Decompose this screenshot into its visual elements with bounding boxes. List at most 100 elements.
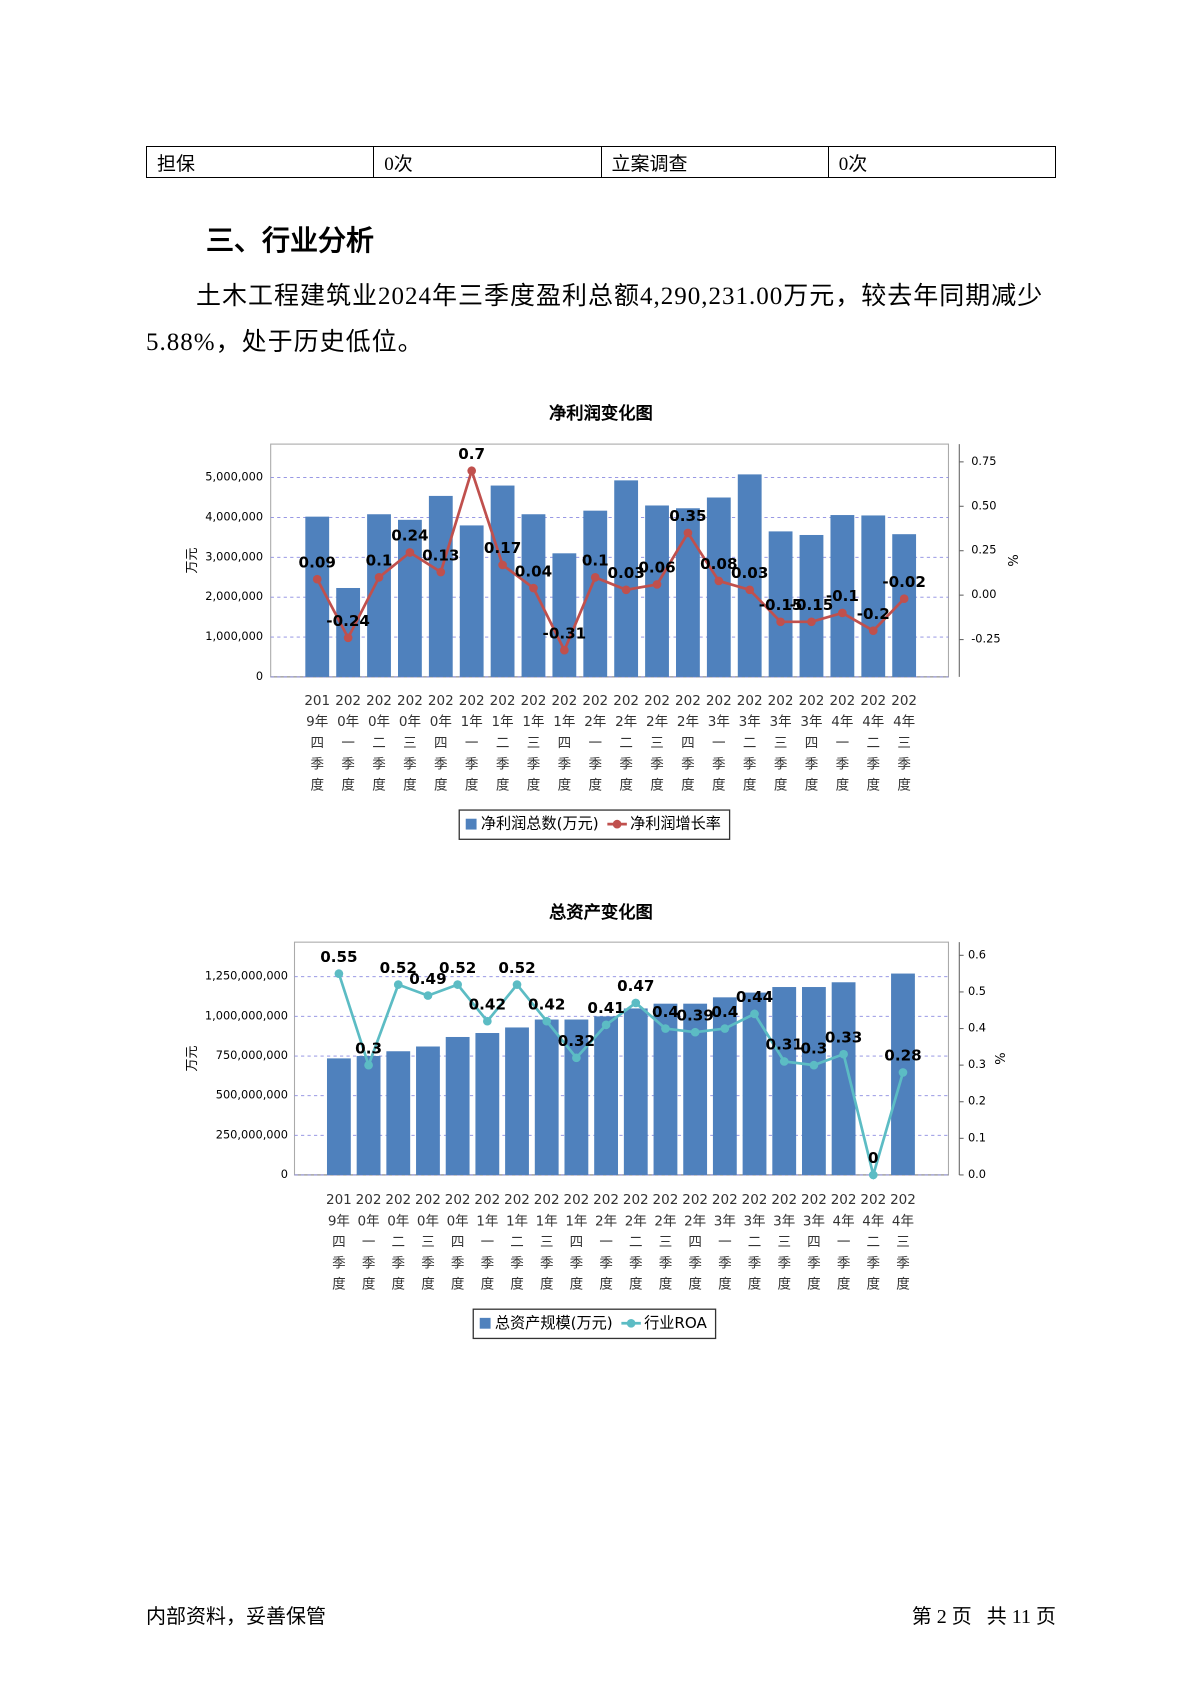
y-axis-label: 万元 bbox=[185, 1046, 200, 1072]
y2-tick-label: 0.3 bbox=[968, 1057, 986, 1071]
line-point bbox=[498, 560, 507, 570]
x-tick-label: 202 1年三季度 bbox=[521, 693, 547, 793]
line-point bbox=[898, 1068, 908, 1077]
y2-tick-label: 0.4 bbox=[968, 1021, 986, 1035]
data-label: 0.52 bbox=[380, 959, 417, 977]
bar bbox=[645, 505, 669, 677]
x-tick-label: 202 2年三季度 bbox=[653, 1192, 679, 1292]
bar bbox=[336, 587, 361, 677]
bar bbox=[505, 1027, 529, 1175]
bar bbox=[768, 531, 793, 677]
x-tick-label: 202 4年三季度 bbox=[891, 693, 917, 793]
footer-left: 内部资料，妥善保管 bbox=[146, 1606, 326, 1628]
line-point bbox=[364, 1060, 373, 1070]
section-heading: 三、行业分析 bbox=[206, 224, 375, 257]
line-point bbox=[839, 1049, 848, 1059]
table-cell: 0次 bbox=[827, 146, 1057, 178]
x-tick-label: 202 0年一季度 bbox=[335, 693, 361, 793]
data-label: 0.44 bbox=[736, 988, 773, 1006]
y2-axis-label: % bbox=[994, 1052, 1009, 1064]
line-point bbox=[560, 645, 569, 655]
data-label: -0.24 bbox=[326, 612, 370, 630]
legend-label: 净利润增长率 bbox=[630, 815, 721, 833]
x-tick-label: 202 3年三季度 bbox=[768, 693, 794, 793]
legend-swatch bbox=[612, 819, 622, 829]
x-tick-label: 202 3年一季度 bbox=[706, 693, 732, 793]
y-tick-label: 1,250,000,000 bbox=[205, 969, 288, 983]
y2-tick-label: 0.5 bbox=[968, 984, 986, 998]
x-tick-label: 202 0年四季度 bbox=[428, 693, 454, 793]
line-point bbox=[436, 567, 446, 577]
line-point bbox=[312, 574, 322, 584]
x-tick-label: 202 3年四季度 bbox=[801, 1192, 827, 1292]
x-tick-label: 202 1年四季度 bbox=[551, 693, 577, 793]
bar bbox=[861, 515, 886, 677]
chart-title: 净利润变化图 bbox=[549, 403, 653, 424]
data-label: 0.35 bbox=[669, 507, 706, 525]
line-point bbox=[779, 1057, 789, 1066]
bar bbox=[326, 1058, 351, 1175]
legend-swatch bbox=[465, 818, 477, 830]
x-tick-label: 202 2年四季度 bbox=[682, 1192, 708, 1292]
line-point bbox=[661, 1024, 670, 1033]
x-tick-label: 202 1年二季度 bbox=[504, 1192, 530, 1292]
line bbox=[316, 466, 906, 654]
line-point bbox=[542, 1016, 552, 1026]
data-label: 0.3 bbox=[355, 1039, 382, 1057]
data-label: 0.28 bbox=[884, 1047, 921, 1065]
bar bbox=[367, 514, 391, 677]
y-tick-label: 1,000,000 bbox=[205, 629, 263, 643]
data-label: 0.1 bbox=[366, 552, 393, 570]
data-label: 0 bbox=[868, 1149, 879, 1167]
line-point bbox=[405, 548, 415, 557]
bar bbox=[799, 534, 824, 677]
x-tick-label: 202 4年一季度 bbox=[829, 693, 855, 793]
y-tick-label: 4,000,000 bbox=[205, 509, 263, 523]
line-point bbox=[714, 576, 724, 586]
line-point bbox=[334, 969, 344, 978]
line bbox=[337, 973, 905, 1181]
line-point bbox=[683, 528, 693, 538]
y-tick-label: 3,000,000 bbox=[205, 549, 263, 563]
bar bbox=[564, 1019, 589, 1175]
line-point bbox=[483, 1016, 492, 1026]
x-tick-label: 202 2年一季度 bbox=[593, 1192, 619, 1292]
line-point bbox=[393, 980, 403, 989]
info-table: 担保 0次 立案调查 0次 bbox=[145, 146, 1057, 178]
line-point bbox=[750, 1009, 759, 1019]
bar bbox=[583, 510, 608, 677]
data-label: 0.41 bbox=[587, 999, 624, 1017]
y2-tick-label: 0.75 bbox=[971, 454, 996, 468]
bar bbox=[742, 992, 767, 1175]
data-label: 0.06 bbox=[638, 559, 675, 577]
bar bbox=[475, 1033, 500, 1175]
x-tick-label: 202 0年三季度 bbox=[415, 1192, 441, 1292]
legend-box bbox=[458, 809, 731, 840]
legend-swatch bbox=[479, 1317, 491, 1329]
footer-right: 第 2 页 共 11 页 bbox=[911, 1606, 1056, 1628]
y2-tick-label: 0.1 bbox=[968, 1130, 986, 1144]
bar bbox=[416, 1046, 440, 1175]
x-tick-label: 202 1年三季度 bbox=[534, 1192, 560, 1292]
x-tick-label: 202 3年三季度 bbox=[771, 1192, 797, 1292]
line-point bbox=[631, 998, 641, 1008]
data-label: -0.15 bbox=[759, 596, 803, 614]
y2-tick-label: 0.0 bbox=[968, 1167, 986, 1181]
bar bbox=[831, 982, 856, 1175]
x-tick-label: 202 1年一季度 bbox=[474, 1192, 500, 1292]
y2-tick-label: 0.00 bbox=[971, 587, 996, 601]
x-tick-label: 202 2年一季度 bbox=[582, 693, 608, 793]
table-cell: 0次 bbox=[373, 146, 602, 178]
bar bbox=[801, 987, 826, 1175]
x-tick-label: 202 3年二季度 bbox=[742, 1192, 768, 1292]
y-tick-label: 2,000,000 bbox=[205, 589, 263, 603]
bar bbox=[356, 1056, 381, 1175]
x-tick-label: 202 4年三季度 bbox=[890, 1192, 916, 1292]
line-point bbox=[809, 1060, 819, 1070]
bar bbox=[594, 1016, 618, 1175]
x-tick-label: 202 2年四季度 bbox=[675, 693, 701, 793]
chart-title: 总资产变化图 bbox=[549, 902, 653, 923]
bar bbox=[737, 474, 762, 677]
line-point bbox=[343, 633, 353, 643]
data-label: 0.32 bbox=[558, 1032, 595, 1050]
